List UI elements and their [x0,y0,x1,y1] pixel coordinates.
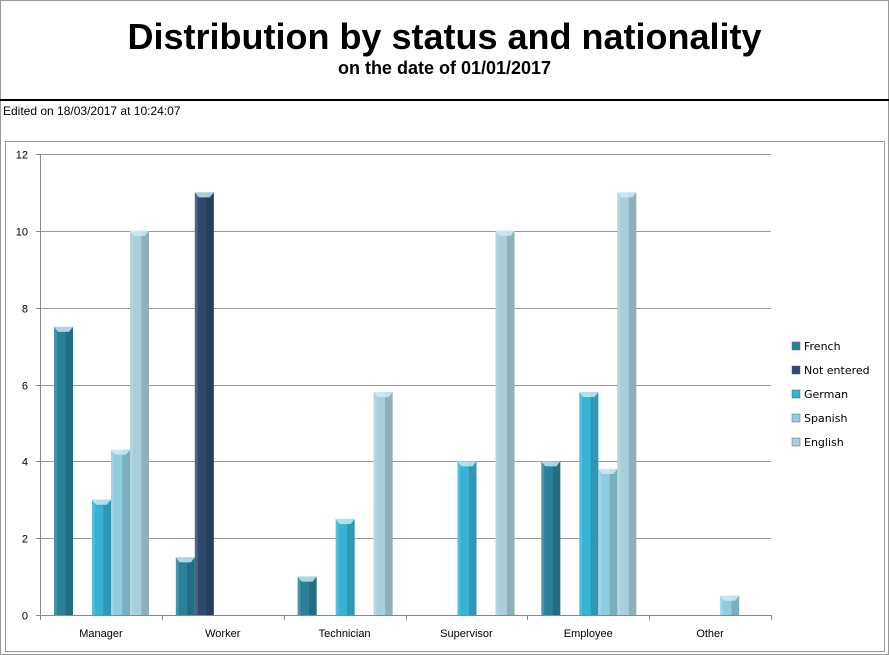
legend-label: French [804,340,841,353]
x-tick-label: Manager [79,628,123,640]
bar-shade [141,230,149,616]
bar-cap [297,576,317,582]
bar-shade [506,230,515,616]
chart-title: Distribution by status and nationality [127,16,762,57]
bar-shade [347,518,355,615]
bar-highlight [335,518,339,615]
edited-timestamp: Edited on 18/03/2017 at 10:24:07 [3,104,181,118]
y-tick-label: 2 [22,534,28,546]
bar-cap [541,461,561,467]
header-divider [0,99,889,101]
bar-highlight [495,230,499,616]
bar-shade [609,469,618,615]
bar-highlight [92,499,95,615]
x-tick-label: Technician [319,628,371,640]
y-tick-label: 6 [22,381,28,393]
x-tick-label: Supervisor [440,628,493,640]
x-tick-label: Employee [564,628,613,640]
bar-highlight [720,595,724,615]
bar-shade [385,392,393,615]
bar-cap [617,192,637,198]
bar-french [541,461,561,615]
x-tick-label: Other [696,628,724,640]
legend-swatch [791,341,801,351]
bar-highlight [111,449,114,615]
bar-shade [309,576,317,615]
legend-swatch [791,437,801,447]
bar-shade [103,499,111,615]
bar-cap [457,461,477,467]
bar-shade [731,595,740,615]
bar-spanish [111,449,130,615]
bar-cap [720,595,740,601]
bar-highlight [617,192,621,615]
bar-spanish [598,469,618,615]
bar-english [617,192,637,615]
y-tick-label: 8 [22,304,28,316]
bar-highlight [297,576,301,615]
bar-english [130,230,149,616]
bar-cap [175,557,195,563]
bar-shade [206,192,214,615]
legend-label: Not entered [804,364,870,377]
bar-shade [552,461,561,615]
bar-shade [65,326,73,615]
bar-highlight [373,392,377,615]
bar-english [495,230,515,616]
bar-german [335,518,355,615]
bar-cap [373,392,393,398]
legend-swatch [791,365,801,375]
bar-cap [54,326,73,332]
y-tick-label: 0 [22,611,28,623]
bar-shade [468,461,477,615]
bar-highlight [598,469,602,615]
legend-swatch [791,413,801,423]
bar-cap [335,518,355,524]
y-tick-label: 12 [16,150,28,162]
bar-highlight [54,326,57,615]
legend-label: English [804,436,844,449]
x-tick-label: Worker [205,628,241,640]
legend-swatch [791,389,801,399]
bar-french [297,576,317,615]
bar-shade [628,192,637,615]
bar-german [579,392,599,615]
legend-label: Spanish [804,412,847,425]
bar-cap [111,449,130,455]
bar-highlight [175,557,179,615]
bar-highlight [579,392,583,615]
bar-cap [495,230,515,236]
bar-highlight [541,461,545,615]
bar-german [457,461,477,615]
bar-cap [92,499,111,505]
bar-shade [187,557,195,615]
legend-label: German [804,388,848,401]
bar-french [175,557,195,615]
bar-not-entered [194,192,214,615]
bar-shade [122,449,130,615]
chart-border [5,141,885,652]
y-tick-label: 10 [16,227,28,239]
bar-german [92,499,111,615]
bar-cap [130,230,149,236]
chart-subtitle: on the date of 01/01/2017 [337,58,552,78]
bar-english [373,392,393,615]
bar-cap [598,469,618,475]
y-tick-label: 4 [22,457,28,469]
bar-shade [590,392,599,615]
bar-french [54,326,73,615]
bar-highlight [457,461,461,615]
bar-cap [579,392,599,398]
bar-cap [194,192,214,198]
bar-highlight [130,230,133,616]
bar-highlight [194,192,198,615]
